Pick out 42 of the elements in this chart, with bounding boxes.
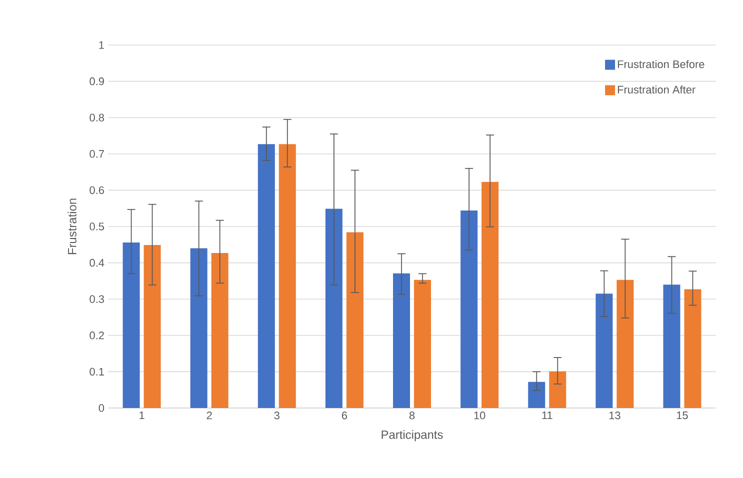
x-axis-title: Participants bbox=[382, 430, 443, 442]
y-tick-label: 0.6 bbox=[90, 186, 104, 194]
bar bbox=[393, 273, 410, 408]
bar bbox=[616, 280, 634, 408]
x-tick-label: 1 bbox=[140, 412, 144, 420]
x-tick-label: 3 bbox=[274, 412, 280, 420]
y-tick-label: 0 bbox=[98, 404, 104, 412]
y-tick-label: 0.2 bbox=[90, 332, 104, 340]
bar bbox=[325, 208, 342, 408]
y-tick-label: 0.3 bbox=[90, 295, 104, 303]
bar bbox=[684, 289, 702, 408]
bar bbox=[190, 248, 208, 408]
bar bbox=[414, 280, 432, 408]
x-tick-label: 15 bbox=[676, 412, 688, 420]
bar bbox=[122, 242, 140, 408]
legend-label: Frustration Before bbox=[618, 60, 704, 68]
y-tick-label: 0.4 bbox=[90, 258, 104, 267]
bar bbox=[211, 252, 228, 408]
bar bbox=[346, 232, 364, 408]
bar bbox=[549, 371, 566, 408]
bar bbox=[482, 182, 499, 408]
bar bbox=[258, 144, 275, 408]
x-tick-label: 8 bbox=[409, 412, 415, 420]
y-tick-label: 0.9 bbox=[90, 77, 104, 86]
y-axis-title: Frustration bbox=[68, 198, 76, 254]
bar bbox=[596, 294, 613, 408]
x-tick-label: 10 bbox=[474, 412, 486, 420]
bar bbox=[663, 284, 680, 408]
x-tick-label: 13 bbox=[609, 412, 620, 420]
y-tick-label: 1 bbox=[99, 41, 104, 49]
y-tick-label: 0.8 bbox=[90, 114, 104, 122]
y-tick-label: 0.5 bbox=[90, 222, 104, 230]
x-tick-label: 11 bbox=[542, 412, 552, 420]
y-tick-label: 0.1 bbox=[90, 368, 104, 376]
y-tick-label: 0.7 bbox=[90, 150, 104, 158]
bar bbox=[278, 144, 296, 408]
bar bbox=[144, 245, 161, 408]
x-tick-label: 2 bbox=[206, 412, 212, 420]
bar bbox=[528, 382, 546, 408]
bar bbox=[460, 210, 478, 408]
legend-label: Frustration After bbox=[618, 85, 696, 94]
x-tick-label: 6 bbox=[342, 412, 348, 420]
